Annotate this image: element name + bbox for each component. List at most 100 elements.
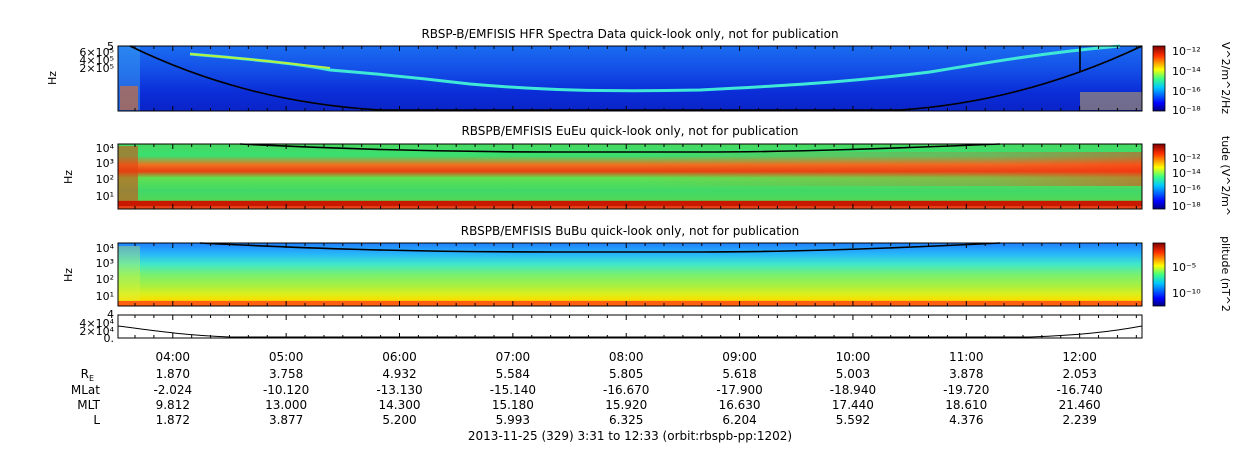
row-value-l-5: 6.204: [722, 413, 756, 427]
bubu-boundary-curve: [199, 242, 1001, 253]
time-label-7: 11:00: [949, 350, 984, 364]
row-value-mlat-0: -2.024: [153, 383, 192, 397]
x-axis-caption: 2013-11-25 (329) 3:31 to 12:33 (orbit:rb…: [468, 429, 792, 443]
hfr-colorbar-label: V^2/m^2/Hz: [1219, 42, 1232, 114]
hfr-ytick-1: 4×10⁵: [79, 54, 114, 67]
time-label-1: 05:00: [269, 350, 304, 364]
bubu-y-axis: 10⁴ 10³ 10² 10¹ Hz: [62, 242, 115, 303]
hfr-y-axis: 5 6×10⁵ 4×10⁵ 2×10⁵ Hz: [46, 40, 114, 85]
line-series: [117, 325, 1143, 338]
eueu-cbar-tick-3: 10⁻¹⁸: [1172, 200, 1201, 213]
hfr-cbar-tick-3: 10⁻¹⁸: [1172, 104, 1201, 117]
bubu-frame: [117, 242, 1143, 307]
time-label-6: 10:00: [836, 350, 871, 364]
bubu-colorbar-ticks: 10⁻⁵ 10⁻¹⁰: [1172, 261, 1201, 300]
row-value-r-2: 4.932: [382, 367, 416, 381]
hfr-features: [118, 44, 1142, 111]
row-value-l-1: 3.877: [269, 413, 303, 427]
eueu-y-axis: 10⁴ 10³ 10² 10¹ Hz: [62, 142, 115, 203]
bubu-cbar-tick-0: 10⁻⁵: [1172, 261, 1196, 274]
x-axis-table: 04:00 05:00 06:00 07:00 08:00 09:00 10:00 11:00…: [71, 350, 1103, 427]
line-ytick-2: 0.: [104, 332, 115, 345]
row-value-mlt-3: 15.180: [492, 398, 534, 412]
line-panel: 4 4×10⁴ 2×10⁴ 0.: [79, 308, 1143, 345]
row-value-mlat-3: -15.140: [490, 383, 536, 397]
row-value-mlt-2: 14.300: [379, 398, 421, 412]
row-value-l-3: 5.993: [496, 413, 530, 427]
time-tick-marks: [134, 46, 1137, 338]
time-label-8: 12:00: [1062, 350, 1097, 364]
eueu-panel: RBSPB/EMFISIS EuEu quick-look only, not …: [62, 124, 1232, 216]
bubu-ytick-3: 10¹: [96, 290, 114, 303]
eueu-ytick-3: 10¹: [96, 190, 114, 203]
time-label-3: 07:00: [496, 350, 531, 364]
row-value-mlt-0: 9.812: [156, 398, 190, 412]
row-label-l: L: [93, 413, 100, 427]
eueu-boundary-curve: [239, 143, 1001, 153]
time-label-5: 09:00: [722, 350, 757, 364]
row-value-mlt-7: 18.610: [945, 398, 987, 412]
hfr-frame: [117, 45, 1143, 112]
row-label-mlt: MLT: [77, 398, 100, 412]
line-y-axis: 4 4×10⁴ 2×10⁴ 0.: [79, 308, 114, 345]
bubu-ylabel: Hz: [62, 268, 75, 282]
hfr-title: RBSP-B/EMFISIS HFR Spectra Data quick-lo…: [421, 27, 838, 41]
hfr-ytop: 5: [107, 40, 114, 53]
row-label-subscript: E: [89, 374, 94, 383]
row-value-l-4: 6.325: [609, 413, 643, 427]
time-label-0: 04:00: [155, 350, 190, 364]
hfr-boundary-curve: [129, 45, 1143, 111]
hfr-colorbar-ticks: 10⁻¹² 10⁻¹⁴ 10⁻¹⁶ 10⁻¹⁸: [1172, 45, 1201, 117]
row-value-r-0: 1.870: [156, 367, 190, 381]
eueu-cbar-tick-1: 10⁻¹⁴: [1172, 167, 1201, 180]
row-value-r-4: 5.805: [609, 367, 643, 381]
eueu-ytick-1: 10³: [96, 157, 114, 170]
row-value-r-8: 2.053: [1062, 367, 1096, 381]
bubu-colorbar: [1152, 242, 1166, 307]
row-value-mlt-8: 21.460: [1059, 398, 1101, 412]
bubu-panel: RBSPB/EMFISIS BuBu quick-look only, not …: [62, 224, 1232, 312]
eueu-frame: [117, 143, 1143, 210]
eueu-colorbar-ticks: 10⁻¹² 10⁻¹⁴ 10⁻¹⁶ 10⁻¹⁸: [1172, 152, 1201, 213]
row-value-l-2: 5.200: [382, 413, 416, 427]
eueu-ytick-2: 10²: [96, 173, 114, 186]
row-value-mlt-4: 15.920: [605, 398, 647, 412]
time-label-2: 06:00: [382, 350, 417, 364]
eueu-colorbar-label: tude (V^2/m^: [1219, 136, 1232, 216]
bubu-title: RBSPB/EMFISIS BuBu quick-look only, not …: [461, 224, 799, 238]
hfr-cbar-tick-2: 10⁻¹⁶: [1172, 85, 1201, 98]
bubu-ytick-2: 10²: [96, 273, 114, 286]
eueu-title: RBSPB/EMFISIS EuEu quick-look only, not …: [461, 124, 798, 138]
bubu-cbar-tick-1: 10⁻¹⁰: [1172, 287, 1201, 300]
bubu-ytick-1: 10³: [96, 257, 114, 270]
line-frame: [117, 314, 1143, 339]
row-value-mlat-8: -16.740: [1056, 383, 1102, 397]
row-value-r-7: 3.878: [949, 367, 983, 381]
hfr-ytick-2: 2×10⁵: [79, 62, 114, 75]
bubu-colorbar-label: plitude (nT^2: [1219, 236, 1232, 312]
line-plot-area: [118, 315, 1142, 338]
row-value-r-1: 3.758: [269, 367, 303, 381]
hfr-ytick-0: 6×10⁵: [79, 46, 114, 59]
row-value-l-8: 2.239: [1062, 413, 1096, 427]
eueu-features: [118, 146, 1142, 206]
eueu-cbar-tick-2: 10⁻¹⁶: [1172, 183, 1201, 196]
row-value-mlat-6: -18.940: [830, 383, 876, 397]
hfr-colorbar: [1152, 45, 1166, 112]
eueu-ytick-0: 10⁴: [96, 142, 115, 155]
row-value-r-6: 5.003: [836, 367, 870, 381]
bubu-spectrogram: [118, 243, 1142, 306]
row-label-mlat: MLat: [71, 383, 100, 397]
hfr-panel: RBSP-B/EMFISIS HFR Spectra Data quick-lo…: [46, 27, 1232, 117]
row-label-r: RE: [81, 367, 94, 383]
row-value-mlt-5: 16.630: [719, 398, 761, 412]
row-value-r-5: 5.618: [722, 367, 756, 381]
hfr-spectrogram: [118, 46, 1142, 111]
row-value-mlat-1: -10.120: [263, 383, 309, 397]
hfr-cbar-tick-1: 10⁻¹⁴: [1172, 65, 1201, 78]
row-value-mlat-5: -17.900: [716, 383, 762, 397]
bubu-features: [118, 246, 1142, 306]
row-value-mlt-6: 17.440: [832, 398, 874, 412]
line-ytick-0: 4×10⁴: [79, 317, 114, 330]
